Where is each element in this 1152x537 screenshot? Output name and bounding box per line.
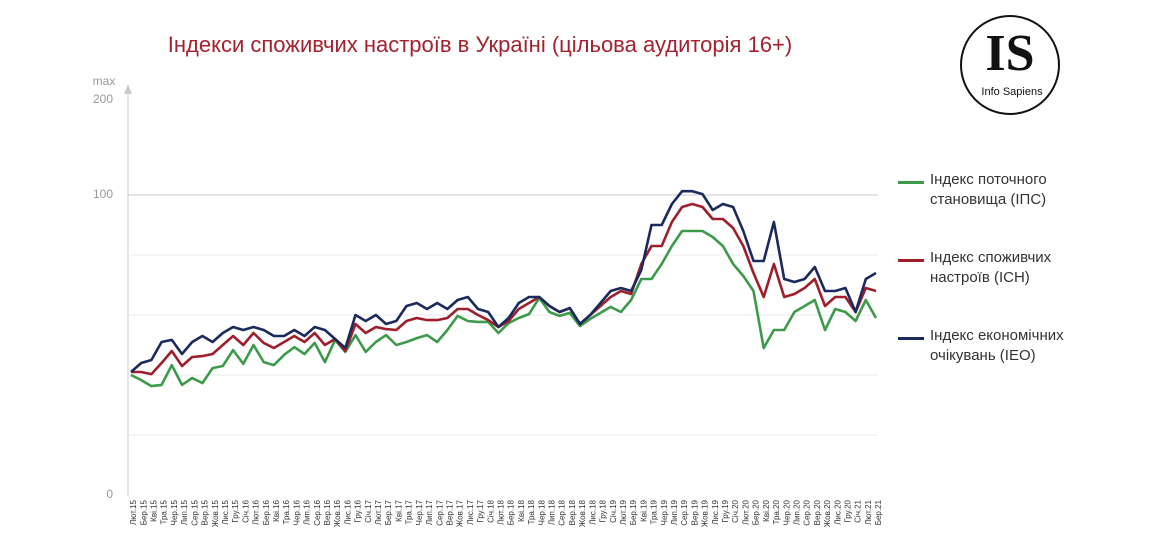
x-tick-label: Чер.15 bbox=[170, 499, 179, 525]
x-tick-label: Жов.19 bbox=[701, 499, 710, 527]
x-tick-label: Жов.20 bbox=[823, 499, 832, 527]
x-tick-label: Січ.19 bbox=[609, 499, 618, 522]
x-tick-label: Бер.20 bbox=[752, 499, 761, 525]
x-tick-label: Січ.21 bbox=[854, 499, 863, 522]
x-tick-label: Тра.18 bbox=[527, 499, 536, 524]
x-tick-label: Лис.17 bbox=[466, 499, 475, 524]
x-tick-label: Лип.17 bbox=[425, 499, 434, 525]
y-tick-label: 200 bbox=[93, 92, 113, 106]
x-tick-label: Лют.19 bbox=[619, 499, 628, 525]
x-tick-label: Жов.18 bbox=[578, 499, 587, 527]
logo-circle bbox=[960, 15, 1060, 115]
x-tick-label: Кві.15 bbox=[150, 499, 159, 521]
x-tick-label: Лис.18 bbox=[588, 499, 597, 524]
x-tick-label: Сер.16 bbox=[313, 499, 322, 525]
x-tick-label: Бер.15 bbox=[139, 499, 148, 525]
x-tick-label: Сер.19 bbox=[680, 499, 689, 525]
y-tick-label: 100 bbox=[93, 187, 113, 201]
x-tick-label: Лис.16 bbox=[343, 499, 352, 524]
y-axis-arrow bbox=[124, 84, 132, 94]
x-tick-label: Лют.20 bbox=[741, 499, 750, 525]
logo-name: Info Sapiens bbox=[981, 86, 1043, 98]
x-tick-label: Чер.20 bbox=[782, 499, 791, 525]
legend-label: Індекс поточного становища (ІПС) bbox=[930, 171, 1047, 208]
x-tick-label: Чер.16 bbox=[292, 499, 301, 525]
x-tick-label: Вер.16 bbox=[323, 499, 332, 525]
x-tick-label: Січ.17 bbox=[364, 499, 373, 522]
x-tick-label: Кві.20 bbox=[762, 499, 771, 521]
x-tick-label: Гру.20 bbox=[843, 499, 852, 522]
x-tick-label: Вер.19 bbox=[690, 499, 699, 525]
y-axis-label: max bbox=[93, 74, 116, 88]
legend-swatch bbox=[898, 337, 924, 340]
x-tick-label: Гру.17 bbox=[476, 499, 485, 522]
x-tick-label: Тра.20 bbox=[772, 499, 781, 524]
x-tick-label: Сер.15 bbox=[190, 499, 199, 525]
x-tick-label: Бер.16 bbox=[262, 499, 271, 525]
legend-swatch bbox=[898, 259, 924, 262]
x-tick-label: Кві.17 bbox=[394, 499, 403, 521]
x-tick-label: Січ.16 bbox=[241, 499, 250, 522]
x-tick-label: Кві.19 bbox=[639, 499, 648, 521]
x-tick-label: Вер.18 bbox=[568, 499, 577, 525]
x-tick-label: Січ.18 bbox=[486, 499, 495, 522]
x-tick-label: Сер.20 bbox=[803, 499, 812, 525]
x-tick-label: Лип.19 bbox=[670, 499, 679, 525]
x-tick-label: Гру.16 bbox=[354, 499, 363, 522]
x-tick-label: Бер.21 bbox=[874, 499, 883, 525]
x-tick-label: Чер.19 bbox=[660, 499, 669, 525]
x-tick-label: Сер.18 bbox=[558, 499, 567, 525]
legend-label: Індекс споживчих настроїв (ІСН) bbox=[930, 249, 1052, 286]
chart-title: Індекси споживчих настроїв в Україні (ці… bbox=[168, 32, 792, 57]
x-tick-label: Чер.17 bbox=[415, 499, 424, 525]
x-tick-label: Лют.21 bbox=[864, 499, 873, 525]
x-tick-label: Гру.19 bbox=[721, 499, 730, 522]
x-tick-label: Вер.20 bbox=[813, 499, 822, 525]
x-tick-label: Тра.17 bbox=[405, 499, 414, 524]
x-tick-label: Лис.20 bbox=[833, 499, 842, 524]
legend-swatch bbox=[898, 181, 924, 184]
x-tick-label: Бер.17 bbox=[384, 499, 393, 525]
logo-mark: IS bbox=[985, 25, 1034, 82]
x-tick-label: Лип.20 bbox=[792, 499, 801, 525]
x-tick-label: Сер.17 bbox=[435, 499, 444, 525]
x-tick-label: Тра.15 bbox=[160, 499, 169, 524]
x-tick-label: Жов.15 bbox=[211, 499, 220, 527]
x-tick-label: Кві.16 bbox=[272, 499, 281, 521]
series-line bbox=[130, 189, 877, 373]
x-tick-label: Жов.16 bbox=[333, 499, 342, 527]
x-tick-label: Лют.18 bbox=[497, 499, 506, 525]
x-tick-label: Вер.15 bbox=[201, 499, 210, 525]
x-tick-label: Лют.17 bbox=[374, 499, 383, 525]
x-tick-label: Гру.18 bbox=[599, 499, 608, 522]
x-tick-label: Жов.17 bbox=[456, 499, 465, 527]
x-tick-label: Гру.15 bbox=[231, 499, 240, 522]
x-tick-label: Тра.16 bbox=[282, 499, 291, 524]
x-tick-label: Лют.15 bbox=[129, 499, 138, 525]
x-tick-label: Лип.15 bbox=[180, 499, 189, 525]
x-tick-label: Лип.18 bbox=[548, 499, 557, 525]
legend-label: Індекс економічних очікувань (ІЕО) bbox=[930, 327, 1064, 364]
x-tick-label: Лип.16 bbox=[303, 499, 312, 525]
x-tick-label: Бер.18 bbox=[507, 499, 516, 525]
x-tick-label: Вер.17 bbox=[445, 499, 454, 525]
x-tick-label: Кві.18 bbox=[517, 499, 526, 521]
x-tick-label: Січ.20 bbox=[731, 499, 740, 522]
x-tick-label: Лис.19 bbox=[711, 499, 720, 524]
x-tick-label: Тра.19 bbox=[650, 499, 659, 524]
x-tick-label: Бер.19 bbox=[629, 499, 638, 525]
series-line bbox=[130, 229, 878, 388]
x-tick-label: Лис.15 bbox=[221, 499, 230, 524]
x-tick-label: Чер.18 bbox=[537, 499, 546, 525]
x-tick-label: Лют.16 bbox=[252, 499, 261, 525]
y-tick-label: 0 bbox=[106, 487, 113, 501]
